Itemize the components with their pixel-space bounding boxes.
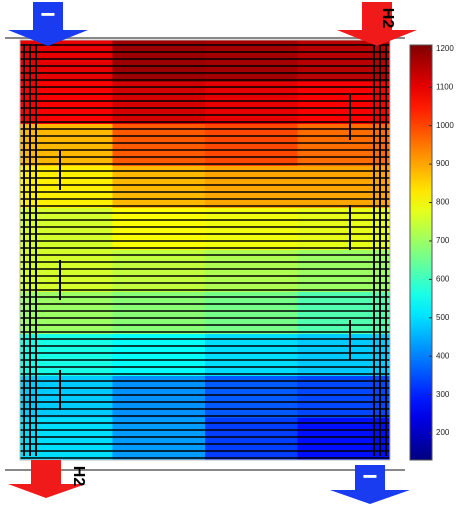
annotation: − <box>362 461 377 491</box>
colorbar <box>410 45 432 460</box>
colorbar-tick-label: 200 <box>436 428 450 437</box>
colorbar-tick-label: 600 <box>436 275 450 284</box>
flow-channels <box>20 40 390 460</box>
colorbar-tick-label: 300 <box>436 390 450 399</box>
colorbar-tick-label: 800 <box>436 198 450 207</box>
colorbar-tick-label: 500 <box>436 313 450 322</box>
colorbar-tick-label: 900 <box>436 159 450 168</box>
arrow: H2 <box>8 460 87 498</box>
figure: − H2 H2 − 1200 1100 1000 900 800 700 600 500 400… <box>0 0 462 505</box>
arrow: − <box>8 0 88 46</box>
colorbar-tick-label: 700 <box>436 236 450 245</box>
colorbar-tick-label: 1200 <box>436 44 454 53</box>
colorbar-tick-label: 400 <box>436 351 450 360</box>
annotation: H2 <box>379 8 396 29</box>
colorbar-tick-label: 1000 <box>436 121 454 130</box>
annotation: H2 <box>70 466 87 487</box>
colorbar-tick-label: 1100 <box>436 82 454 91</box>
annotation: − <box>40 0 55 29</box>
arrow: H2 <box>337 2 417 46</box>
arrow: − <box>330 461 410 504</box>
